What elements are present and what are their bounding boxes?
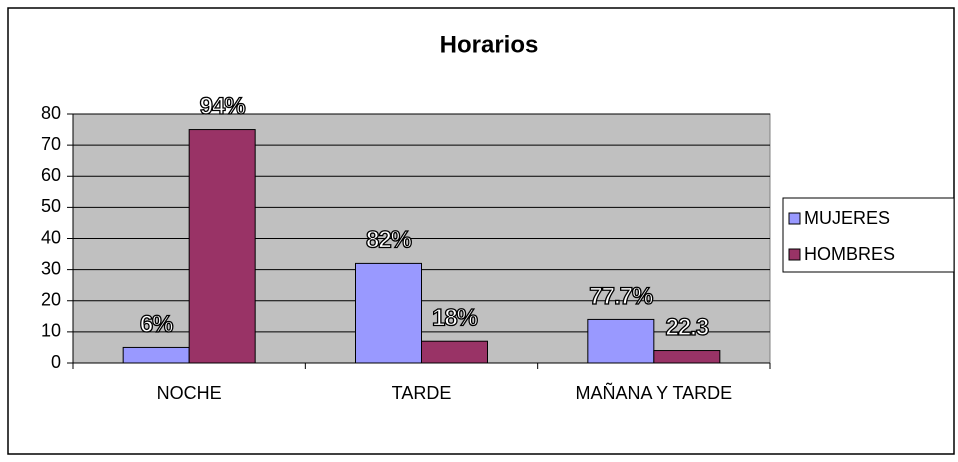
y-tick-label: 30 bbox=[41, 258, 61, 278]
y-tick-label: 70 bbox=[41, 134, 61, 154]
bar bbox=[653, 350, 721, 364]
data-label: 77.7% bbox=[589, 283, 653, 310]
y-tick-label: 40 bbox=[41, 227, 61, 247]
x-tick-label: MAÑANA Y TARDE bbox=[575, 383, 733, 403]
legend-box bbox=[782, 197, 955, 273]
bar bbox=[355, 262, 422, 364]
legend-swatch bbox=[788, 248, 801, 261]
bar bbox=[421, 340, 488, 364]
legend-label: HOMBRES bbox=[804, 244, 895, 264]
x-tick-label: TARDE bbox=[391, 383, 452, 403]
bar bbox=[587, 318, 655, 364]
y-tick-label: 80 bbox=[41, 103, 61, 123]
data-label: 94% bbox=[200, 93, 246, 120]
data-label: 22.3 bbox=[665, 314, 708, 341]
bar bbox=[188, 129, 256, 364]
y-tick-label: 0 bbox=[51, 352, 61, 372]
legend-swatch bbox=[788, 212, 801, 225]
data-label: 18% bbox=[432, 305, 478, 332]
x-tick-label: NOCHE bbox=[156, 383, 222, 403]
y-tick-label: 50 bbox=[41, 196, 61, 216]
data-label: 6% bbox=[140, 311, 173, 338]
data-label: 82% bbox=[366, 227, 412, 254]
y-tick-label: 20 bbox=[41, 290, 61, 310]
y-tick-label: 10 bbox=[41, 321, 61, 341]
bar bbox=[122, 346, 190, 364]
chart-title: Horarios bbox=[440, 31, 539, 58]
legend-label: MUJERES bbox=[804, 208, 890, 228]
y-tick-label: 60 bbox=[41, 165, 61, 185]
